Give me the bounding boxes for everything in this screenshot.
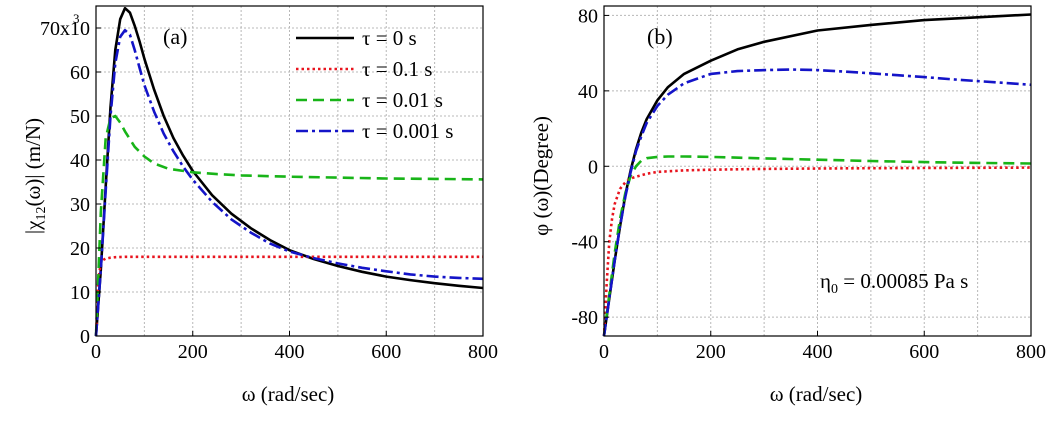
- panel-a-y-axis-title-main: |χ: [21, 220, 45, 234]
- legend-label-4: τ = 0.001 s: [362, 119, 453, 143]
- panel-a-label: (a): [163, 24, 187, 49]
- panel-a-y-axis-title-sub: 12: [34, 207, 49, 221]
- y-tick-label: -80: [571, 307, 598, 329]
- y-tick-label: 40: [70, 150, 90, 172]
- panel-b: 0 200 400 600 800 -80 -40 0 40 80 (b) ω (rad/sec)…: [529, 5, 1046, 406]
- legend-label-2: τ = 0.1 s: [362, 57, 432, 81]
- panel-a-x-axis-title: ω (rad/sec): [242, 382, 335, 406]
- x-tick-label: 0: [599, 341, 609, 363]
- y-tick-label: -40: [571, 232, 598, 254]
- y-tick-label: 0: [80, 326, 90, 348]
- y-tick-label: 30: [70, 194, 90, 216]
- panel-b-y-axis-title: φ (ω)(Degree): [529, 116, 553, 236]
- legend-label-1: τ = 0 s: [362, 26, 417, 50]
- series-line-1: [94, 6, 484, 337]
- panel-a-y-exponent: 3: [73, 11, 80, 26]
- panel-a: 0 200 400 600 800 0 10 20 30 40 50 60 70x10 (a) 3 ω …: [21, 5, 498, 406]
- panel-b-annotation-sub: 0: [831, 282, 838, 297]
- y-tick-label: 0: [588, 156, 598, 178]
- x-tick-label: 400: [275, 341, 305, 363]
- x-tick-label: 400: [803, 341, 833, 363]
- panel-a-y-axis-title: |χ12(ω)| (m/N): [21, 118, 49, 234]
- panel-b-annotation-main: η: [820, 269, 831, 293]
- x-tick-label: 800: [1016, 341, 1046, 363]
- legend-label-3: τ = 0.01 s: [362, 88, 443, 112]
- series-line-4: [602, 68, 1032, 337]
- x-tick-label: 600: [909, 341, 939, 363]
- y-tick-label: 10: [70, 282, 90, 304]
- panel-a-y-axis-title-tail: (ω)| (m/N): [21, 118, 45, 207]
- series-line-2: [602, 166, 1032, 337]
- panel-b-series: [602, 13, 1032, 337]
- y-tick-label: 20: [70, 238, 90, 260]
- y-tick-label: 70x10: [40, 18, 90, 40]
- x-tick-label: 200: [178, 341, 208, 363]
- y-tick-label: 80: [578, 5, 598, 27]
- panel-b-ticks: 0 200 400 600 800 -80 -40 0 40 80: [571, 5, 1046, 363]
- x-tick-label: 200: [696, 341, 726, 363]
- series-line-2: [94, 255, 483, 337]
- panel-a-series: [94, 6, 484, 337]
- series-line-3: [602, 155, 1032, 337]
- panel-a-ticks: 0 200 400 600 800 0 10 20 30 40 50 60 70x10: [40, 18, 498, 363]
- x-tick-label: 800: [468, 341, 498, 363]
- panel-b-annotation: η0 = 0.00085 Pa s: [820, 269, 968, 297]
- y-tick-label: 40: [578, 81, 598, 103]
- x-tick-label: 600: [371, 341, 401, 363]
- x-tick-label: 0: [91, 341, 101, 363]
- y-tick-label: 50: [70, 106, 90, 128]
- panel-a-legend: τ = 0 s τ = 0.1 s τ = 0.01 s τ = 0.001 s: [296, 26, 453, 143]
- panel-b-x-axis-title: ω (rad/sec): [770, 382, 863, 406]
- panel-b-label: (b): [647, 24, 673, 49]
- panel-b-annotation-tail: = 0.00085 Pa s: [838, 269, 968, 293]
- y-tick-label: 60: [70, 62, 90, 84]
- panel-a-grid: [96, 6, 484, 336]
